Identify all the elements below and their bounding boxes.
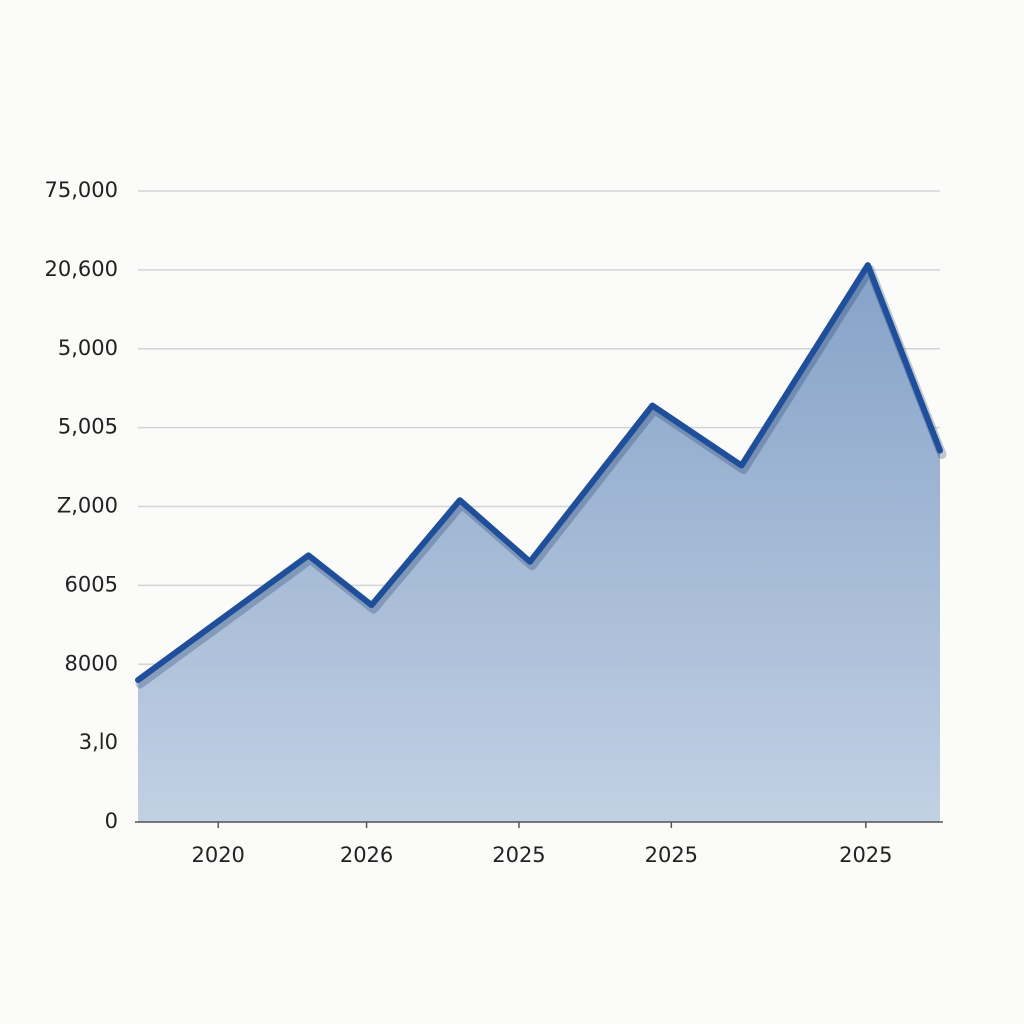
line — [135, 262, 943, 684]
y-tick-label: 0 — [105, 809, 118, 833]
y-tick-label: 20,600 — [45, 257, 118, 281]
y-tick-label: 75,000 — [45, 178, 118, 202]
x-tick-label: 2025 — [492, 843, 545, 867]
x-tick-label: 2026 — [340, 843, 393, 867]
y-tick-label: 8000 — [65, 651, 118, 675]
y-tick-label: 6005 — [65, 572, 118, 596]
y-tick-label: 5,005 — [58, 415, 118, 439]
y-tick-label: 5,000 — [58, 336, 118, 360]
y-tick-label: 3,l0 — [79, 730, 118, 754]
x-tick-label: 2025 — [645, 843, 698, 867]
area-fill — [138, 265, 940, 823]
x-tick-label: 2020 — [191, 843, 244, 867]
x-tick-label: 2025 — [839, 843, 892, 867]
y-tick-label: Z,000 — [57, 494, 118, 518]
